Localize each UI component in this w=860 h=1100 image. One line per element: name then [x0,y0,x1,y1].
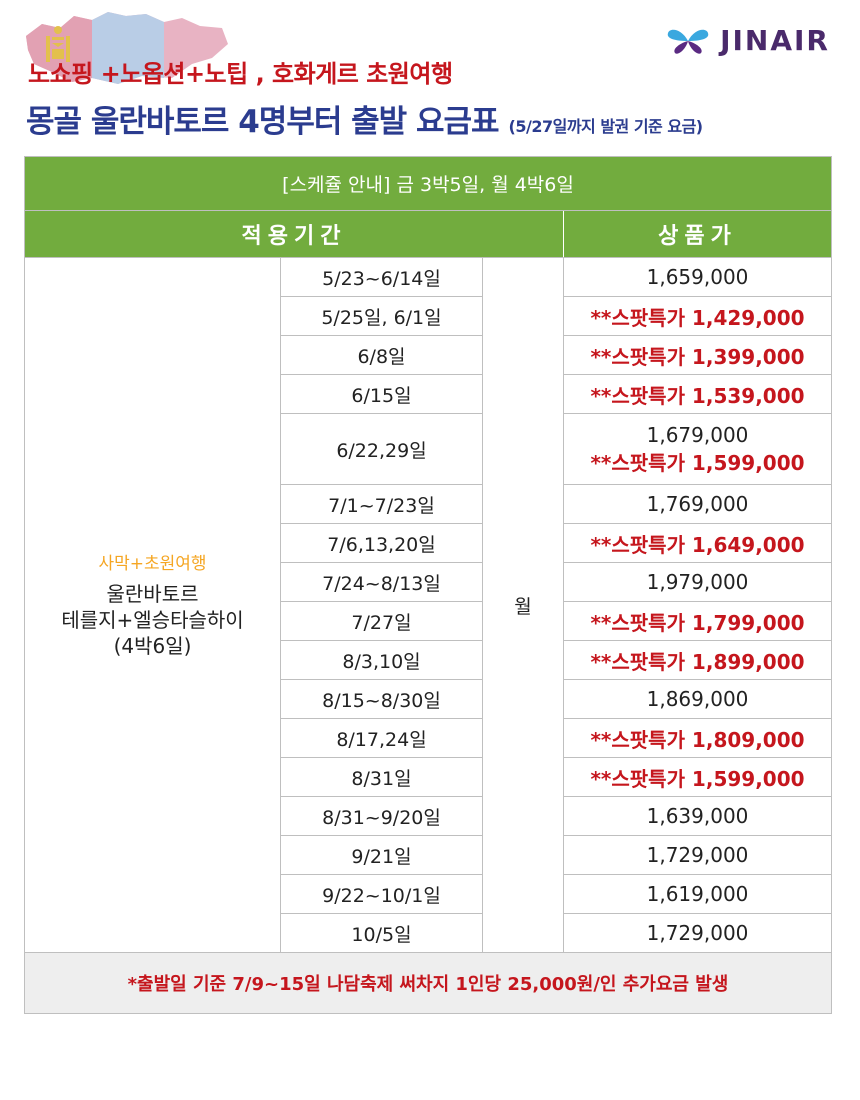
regular-price: 1,729,000 [646,921,749,945]
price-cell: **스팟특가 1,539,000 [562,374,833,414]
date-cell: 6/15일 [280,374,483,414]
spot-price: **스팟특가 1,649,000 [590,532,805,557]
product-name-line: 울란바토르 [106,582,199,606]
column-header-row: 적용기간 상품가 [24,210,833,258]
fare-table: [스케쥴 안내] 금 3박5일, 월 4박6일 적용기간 상품가 사막+초원여행… [23,156,833,1014]
date-cell: 8/31일 [280,757,483,797]
price-cell: **스팟특가 1,399,000 [562,335,833,375]
spot-price: **스팟특가 1,599,000 [590,451,805,475]
date-cell: 7/24~8/13일 [280,562,483,602]
date-cell: 8/31~9/20일 [280,796,483,836]
fare-row: 8/31일 **스팟특가 1,599,000 [25,757,833,797]
mongolia-flag-map-graphic [26,12,228,84]
spot-price: **스팟특가 1,899,000 [590,649,805,674]
regular-price: 1,769,000 [646,492,749,516]
fare-row: 10/5일 1,729,000 [25,913,833,953]
price-cell: 1,729,000 [562,835,833,875]
product-tag: 사막+초원여행 [98,554,207,574]
price-cell: 1,679,000 **스팟특가 1,599,000 [562,413,833,485]
date-cell: 5/25일, 6/1일 [280,296,483,336]
schedule-row: [스케쥴 안내] 금 3박5일, 월 4박6일 [23,156,833,211]
column-header-price: 상품가 [562,210,833,258]
fare-row: 7/6,13,20일 **스팟특가 1,649,000 [25,523,833,563]
price-cell: **스팟특가 1,899,000 [562,640,833,680]
fare-row: 7/24~8/13일 1,979,000 [25,562,833,602]
fare-row: 8/17,24일 **스팟특가 1,809,000 [25,718,833,758]
fare-row: 8/15~8/30일 1,869,000 [25,679,833,719]
price-cell: **스팟특가 1,649,000 [562,523,833,563]
price-cell: **스팟특가 1,809,000 [562,718,833,758]
date-cell: 8/15~8/30일 [280,679,483,719]
date-cell: 9/22~10/1일 [280,874,483,914]
logo-wordmark: JINAIR [720,24,830,57]
title-row: 몽골 울란바토르 4명부터 출발 요금표 (5/27일까지 발권 기준 요금) [26,96,703,141]
regular-price: 1,619,000 [646,882,749,906]
price-cell: 1,659,000 [562,257,833,297]
price-cell: **스팟특가 1,799,000 [562,601,833,641]
fare-row: 6/22,29일 1,679,000 **스팟특가 1,599,000 [25,413,833,485]
page-title: 몽골 울란바토르 4명부터 출발 요금표 [26,104,500,140]
promo-headline: 노쇼핑 +노옵션+노팁 , 호화게르 초원여행 [28,60,453,88]
price-cell: 1,769,000 [562,484,833,524]
price-cell: 1,619,000 [562,874,833,914]
title-note: (5/27일까지 발권 기준 요금) [508,117,704,136]
product-name-line: (4박6일) [113,634,192,658]
date-cell: 7/27일 [280,601,483,641]
regular-price: 1,639,000 [646,804,749,828]
date-cell: 9/21일 [280,835,483,875]
date-cell: 6/22,29일 [280,413,483,485]
fare-row: 7/27일 **스팟특가 1,799,000 [25,601,833,641]
fare-row: 6/15일 **스팟특가 1,539,000 [25,374,833,414]
spot-price: **스팟특가 1,809,000 [590,727,805,752]
fare-row: 사막+초원여행 울란바토르 테를지+엘승타슬하이 (4박6일) 5/23~6/14일 월 1… [24,257,833,953]
date-cell: 8/17,24일 [280,718,483,758]
fare-row: 8/31~9/20일 1,639,000 [25,796,833,836]
fare-row: 9/21일 1,729,000 [25,835,833,875]
column-header-period: 적용기간 [24,210,564,258]
fare-row: 7/1~7/23일 1,769,000 [25,484,833,524]
date-cell: 10/5일 [280,913,483,953]
fare-row: 6/8일 **스팟특가 1,399,000 [25,335,833,375]
product-name-line: 테를지+엘승타슬하이 [61,608,244,632]
price-cell: **스팟특가 1,599,000 [562,757,833,797]
schedule-info: [스케쥴 안내] 금 3박5일, 월 4박6일 [23,156,833,211]
price-cell: 1,979,000 [562,562,833,602]
spot-price: **스팟특가 1,599,000 [590,766,805,791]
price-cell: **스팟특가 1,429,000 [562,296,833,336]
regular-price: 1,869,000 [646,687,749,711]
price-cell: 1,729,000 [562,913,833,953]
date-cell: 7/6,13,20일 [280,523,483,563]
price-cell: 1,639,000 [562,796,833,836]
regular-price: 1,659,000 [646,265,749,289]
footnote-row: *출발일 기준 7/9~15일 나담축제 써차지 1인당 25,000원/인 추… [23,952,833,1014]
price-cell: 1,869,000 [562,679,833,719]
spot-price: **스팟특가 1,399,000 [590,344,805,369]
date-cell: 8/3,10일 [280,640,483,680]
date-cell: 5/23~6/14일 [280,257,483,297]
regular-price: 1,979,000 [646,570,749,594]
regular-price: 1,679,000 [646,423,749,447]
butterfly-logo-icon [667,29,709,54]
date-cell: 7/1~7/23일 [280,484,483,524]
fare-row: 9/22~10/1일 1,619,000 [25,874,833,914]
spot-price: **스팟특가 1,799,000 [590,610,805,635]
departure-day-cell: 월 [482,257,564,953]
surcharge-footnote: *출발일 기준 7/9~15일 나담축제 써차지 1인당 25,000원/인 추… [23,952,833,1014]
date-cell: 6/8일 [280,335,483,375]
jinair-logo: JINAIR [666,24,830,57]
fare-row: 5/25일, 6/1일 **스팟특가 1,429,000 [25,296,833,336]
spot-price: **스팟특가 1,539,000 [590,383,805,408]
spot-price: **스팟특가 1,429,000 [590,305,805,330]
regular-price: 1,729,000 [646,843,749,867]
